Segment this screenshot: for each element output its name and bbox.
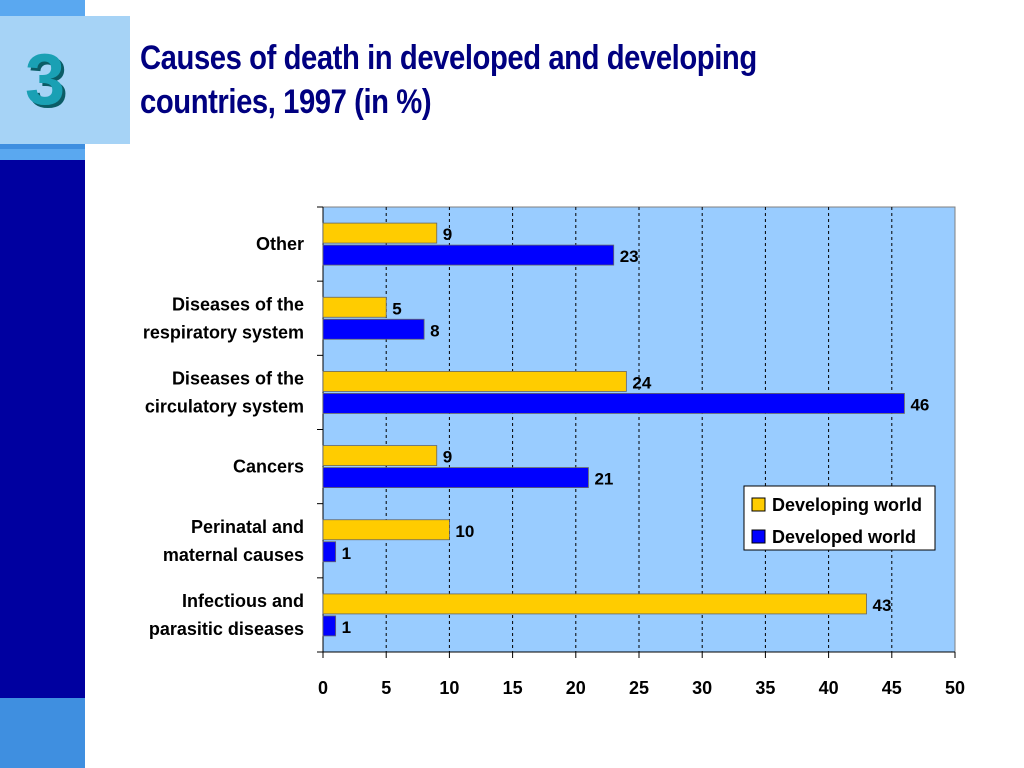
sidebar-bottom-block xyxy=(0,698,85,768)
data-label: 24 xyxy=(632,373,651,392)
category-label: Perinatal and xyxy=(191,517,304,537)
legend xyxy=(743,485,936,551)
category-label: Cancers xyxy=(233,457,304,477)
data-label: 10 xyxy=(455,522,474,541)
bar-developing xyxy=(322,519,450,541)
category-label: Other xyxy=(256,234,304,254)
bar-developing xyxy=(322,371,627,392)
bar-developed xyxy=(322,244,615,266)
x-tick-label: 30 xyxy=(692,678,712,698)
legend-entry: Developing world xyxy=(772,495,922,515)
legend-swatch xyxy=(751,497,766,512)
bar-developed xyxy=(322,467,589,488)
x-tick-label: 5 xyxy=(381,678,391,698)
sidebar-dark-block xyxy=(0,160,85,698)
data-label: 21 xyxy=(594,470,613,489)
data-label: 23 xyxy=(620,247,639,266)
bar-developed xyxy=(322,541,337,563)
bar-developing xyxy=(322,593,867,615)
data-label: 43 xyxy=(873,596,892,615)
legend-swatch xyxy=(751,529,766,544)
category-label: parasitic diseases xyxy=(149,619,304,639)
x-tick-label: 45 xyxy=(882,678,902,698)
slide-number-box: 3 xyxy=(0,16,130,144)
data-label: 8 xyxy=(430,321,439,340)
data-label: 9 xyxy=(443,225,452,244)
x-tick-label: 25 xyxy=(629,678,649,698)
data-label: 5 xyxy=(392,299,401,318)
category-label: circulatory system xyxy=(145,396,304,416)
bar-developing xyxy=(322,445,438,466)
bar-developed xyxy=(322,318,425,340)
data-label: 9 xyxy=(443,448,452,467)
x-tick-label: 0 xyxy=(318,678,328,698)
category-label: maternal causes xyxy=(163,545,304,565)
category-label: Infectious and xyxy=(182,591,304,611)
data-label: 1 xyxy=(342,544,351,563)
x-tick-label: 50 xyxy=(945,678,965,698)
data-label: 46 xyxy=(910,395,929,414)
bar-developed xyxy=(322,615,337,637)
bar-developing xyxy=(322,296,387,318)
x-tick-label: 35 xyxy=(755,678,775,698)
sidebar-separator xyxy=(0,143,85,149)
data-label: 1 xyxy=(342,618,351,637)
x-tick-label: 15 xyxy=(503,678,523,698)
slide-title: Causes of death in developed and develop… xyxy=(140,39,757,121)
bar-developing xyxy=(322,222,438,244)
bar-developed xyxy=(322,393,905,414)
category-label: Diseases of the xyxy=(172,368,304,388)
slide-number: 3 xyxy=(24,40,66,120)
legend-entry: Developed world xyxy=(772,527,916,547)
x-tick-label: 20 xyxy=(566,678,586,698)
x-tick-label: 10 xyxy=(439,678,459,698)
plot-area xyxy=(322,206,956,653)
x-tick-label: 40 xyxy=(819,678,839,698)
category-label: respiratory system xyxy=(143,322,304,342)
category-label: Diseases of the xyxy=(172,294,304,314)
